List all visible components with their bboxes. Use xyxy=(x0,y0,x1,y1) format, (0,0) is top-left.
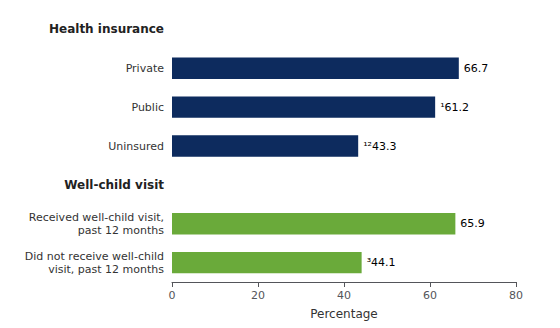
svg-text:65.9: 65.9 xyxy=(460,217,485,230)
svg-text:past 12 months: past 12 months xyxy=(78,224,164,237)
svg-text:60: 60 xyxy=(423,289,437,302)
svg-text:Did not receive well-child: Did not receive well-child xyxy=(25,250,164,263)
svg-text:80: 80 xyxy=(509,289,523,302)
svg-text:Uninsured: Uninsured xyxy=(108,140,164,153)
svg-text:¹61.2: ¹61.2 xyxy=(440,101,469,114)
svg-text:0: 0 xyxy=(169,289,176,302)
svg-text:40: 40 xyxy=(337,289,351,302)
svg-text:Health insurance: Health insurance xyxy=(49,22,164,36)
svg-text:Percentage: Percentage xyxy=(310,307,378,321)
svg-text:¹²43.3: ¹²43.3 xyxy=(363,140,396,153)
svg-text:Private: Private xyxy=(126,62,165,75)
svg-text:Received well-child visit,: Received well-child visit, xyxy=(29,211,164,224)
svg-text:66.7: 66.7 xyxy=(464,62,489,75)
svg-text:20: 20 xyxy=(251,289,265,302)
svg-text:visit, past 12 months: visit, past 12 months xyxy=(48,263,164,276)
svg-text:Public: Public xyxy=(131,101,164,114)
svg-text:Well-child visit: Well-child visit xyxy=(64,178,164,192)
svg-text:³44.1: ³44.1 xyxy=(367,256,396,269)
